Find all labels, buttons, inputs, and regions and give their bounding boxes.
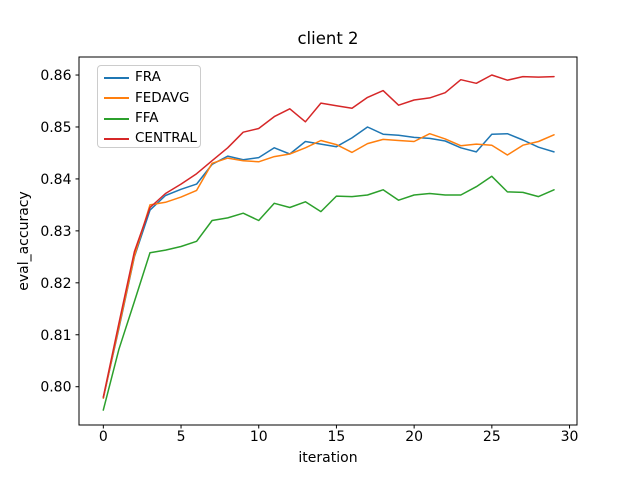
legend-entry: FEDAVG <box>104 88 200 108</box>
x-tick-label: 0 <box>99 429 108 445</box>
legend-line-sample <box>104 117 129 120</box>
legend-label: CENTRAL <box>135 130 197 147</box>
x-tick-label: 15 <box>328 429 346 445</box>
y-axis-label: eval_accuracy <box>16 191 32 291</box>
legend-label: FEDAVG <box>135 89 190 106</box>
x-tick-label: 10 <box>250 429 268 445</box>
legend: FRA FEDAVG FFA CENTRAL <box>97 65 201 148</box>
series-line-FRA <box>102 126 555 399</box>
legend-label: FFA <box>135 109 159 126</box>
legend-entry: CENTRAL <box>104 129 200 149</box>
legend-label: FRA <box>135 69 161 86</box>
y-tick-label: 0.81 <box>40 328 71 344</box>
x-axis-label: iteration <box>298 450 358 466</box>
x-tick-label: 20 <box>405 429 423 445</box>
y-tick-label: 0.86 <box>40 68 71 84</box>
series-line-CENTRAL <box>102 74 555 398</box>
series-line-FFA <box>102 175 555 411</box>
legend-entry: FFA <box>104 109 200 129</box>
series-line-FEDAVG <box>102 132 555 399</box>
x-tick-label: 25 <box>483 429 501 445</box>
legend-line-sample <box>104 138 129 141</box>
axes-frame <box>78 56 578 426</box>
y-tick-label: 0.82 <box>40 276 71 292</box>
x-tick-label: 5 <box>177 429 186 445</box>
y-tick-label: 0.85 <box>40 120 71 136</box>
legend-line-sample <box>104 97 129 100</box>
chart-title: client 2 <box>297 29 359 48</box>
legend-entry: FRA <box>104 68 200 88</box>
y-tick-label: 0.83 <box>40 224 71 240</box>
y-tick-label: 0.80 <box>40 380 71 396</box>
y-tick-label: 0.84 <box>40 172 71 188</box>
x-tick-label: 30 <box>561 429 579 445</box>
legend-line-sample <box>104 77 129 80</box>
